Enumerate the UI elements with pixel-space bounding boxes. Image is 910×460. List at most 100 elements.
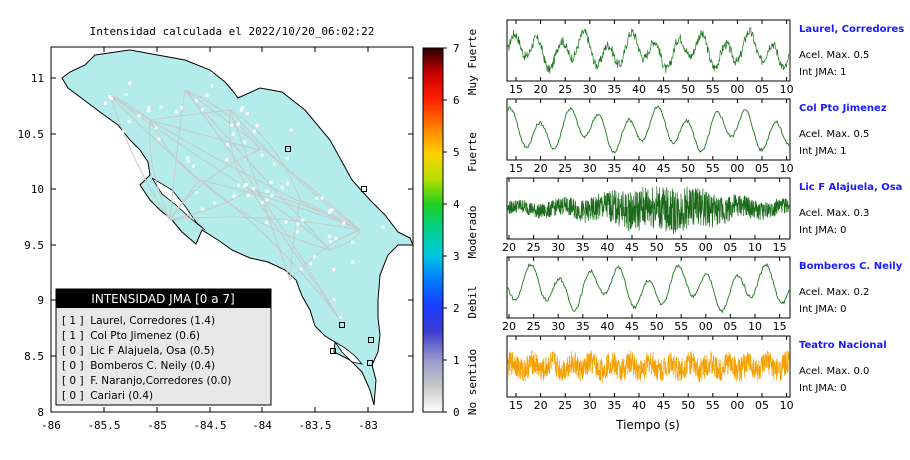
town-marker [243,184,247,188]
town-marker [280,185,284,189]
town-marker [175,110,179,114]
colorbar-label: Debil [466,285,479,318]
station-jma: Int JMA: 1 [799,67,847,78]
station-jma: Int JMA: 0 [799,304,847,315]
legend-entry: [ 0 ] Lic F Alajuela, Osa (0.5) [62,345,214,357]
town-marker [332,298,336,302]
town-marker [195,191,199,195]
town-marker [225,143,229,147]
seismogram-tick-label: 00 [730,83,744,96]
legend-entry: [ 0 ] F. Naranjo,Corredores (0.0) [62,375,231,387]
legend-header [56,289,271,308]
colorbar-tick-label: 4 [453,198,460,211]
map-legend: INTENSIDAD JMA [0 a 7] [ 1 ] Laurel, Cor… [55,288,272,406]
town-marker [156,210,160,214]
town-marker [163,216,167,220]
road [299,199,361,231]
seismogram-tick-label: 55 [706,399,720,412]
town-marker [194,99,198,103]
road [229,109,361,231]
town-marker [265,189,269,193]
map-title: Intensidad calculada el 2022/10/20_06:02… [90,25,375,38]
seismogram-tick-label: 30 [583,162,597,175]
seismogram-tick-label: 00 [730,399,744,412]
seismogram-tick-label: 10 [748,320,762,333]
seismogram-tick-label: 15 [509,399,523,412]
map-y-tick-label: 9.5 [24,239,44,252]
road-network [109,89,361,321]
legend-entry: [ 0 ] Cariari (0.4) [62,390,153,402]
seismogram-tick-label: 00 [699,241,713,254]
town-marker [243,140,247,144]
seismogram-tick-label: 05 [755,162,769,175]
colorbar-label: Fuerte [466,132,479,172]
town-marker [301,218,305,222]
road [109,94,151,121]
legend-title: INTENSIDAD JMA [0 a 7] [91,292,234,306]
road [149,119,261,151]
station-accel: Acel. Max. 0.5 [799,50,869,61]
road [149,119,171,221]
town-marker [161,234,165,238]
town-marker [159,105,163,109]
town-marker [127,119,131,123]
road [109,94,201,181]
seismogram-tick-label: 45 [657,399,671,412]
seismogram-panels: 15 20 25 30 35 40 45 50 55 00 05 10 Laurel, Corredor… [502,19,904,412]
town-marker [240,106,244,110]
town-marker [381,225,385,229]
town-marker [272,162,276,166]
road [249,189,331,251]
town-marker [246,111,250,115]
town-marker [244,183,248,187]
town-marker [173,200,177,204]
town-marker [265,198,269,202]
town-marker [233,88,237,92]
map-y-tick-label: 8.5 [24,350,44,363]
station-jma: Int JMA: 1 [799,146,847,157]
seismogram-tick-label: 25 [527,320,541,333]
station-accel: Acel. Max. 0.0 [799,366,869,377]
seismogram-tick-label: 45 [625,241,639,254]
seismogram-tick-label: 05 [755,83,769,96]
seismogram-tick-label: 40 [632,399,646,412]
seismogram-tick-label: 35 [576,320,590,333]
seismogram-tick-label: 20 [534,399,548,412]
town-marker [253,129,257,133]
legend-entry: [ 1 ] Laurel, Corredores (1.4) [62,315,215,327]
road [329,229,361,251]
town-marker [128,81,132,85]
town-marker [265,221,269,225]
town-marker [143,227,147,231]
colorbar-tick-label: 5 [453,146,460,159]
town-marker [334,237,338,241]
station-marker [368,337,374,343]
legend-entry: [ 0 ] Bomberos C. Neily (0.4) [62,360,215,372]
map-y-tick-label: 9 [37,294,44,307]
road [169,189,251,221]
station-accel: Acel. Max. 0.5 [799,129,869,140]
seismogram-tick-label: 10 [748,241,762,254]
colorbar-tick-label: 1 [453,354,460,367]
town-marker [330,208,334,212]
road [109,94,251,191]
road [199,179,331,251]
station-name: Lic F Alajuela, Osa [799,182,902,193]
station-jma: Int JMA: 0 [799,225,847,236]
town-marker [232,194,236,198]
town-marker [272,282,276,286]
town-marker [351,260,355,264]
seismogram-tick-label: 15 [773,320,787,333]
town-marker [285,156,289,160]
seismogram-tick-label: 30 [583,399,597,412]
seismogram-tick-label: 55 [706,83,720,96]
time-axis-label: Tiempo (s) [615,418,680,432]
golfo-dulce [334,341,364,365]
station-accel: Acel. Max. 0.2 [799,287,869,298]
map-x-tick-label: -83 [358,419,378,432]
seismogram-tick-label: 35 [607,162,621,175]
seismogram-tick-label: 35 [607,83,621,96]
station-name: Col Pto Jimenez [799,103,887,114]
town-marker [338,315,342,319]
seismogram-tick-label: 55 [674,320,688,333]
